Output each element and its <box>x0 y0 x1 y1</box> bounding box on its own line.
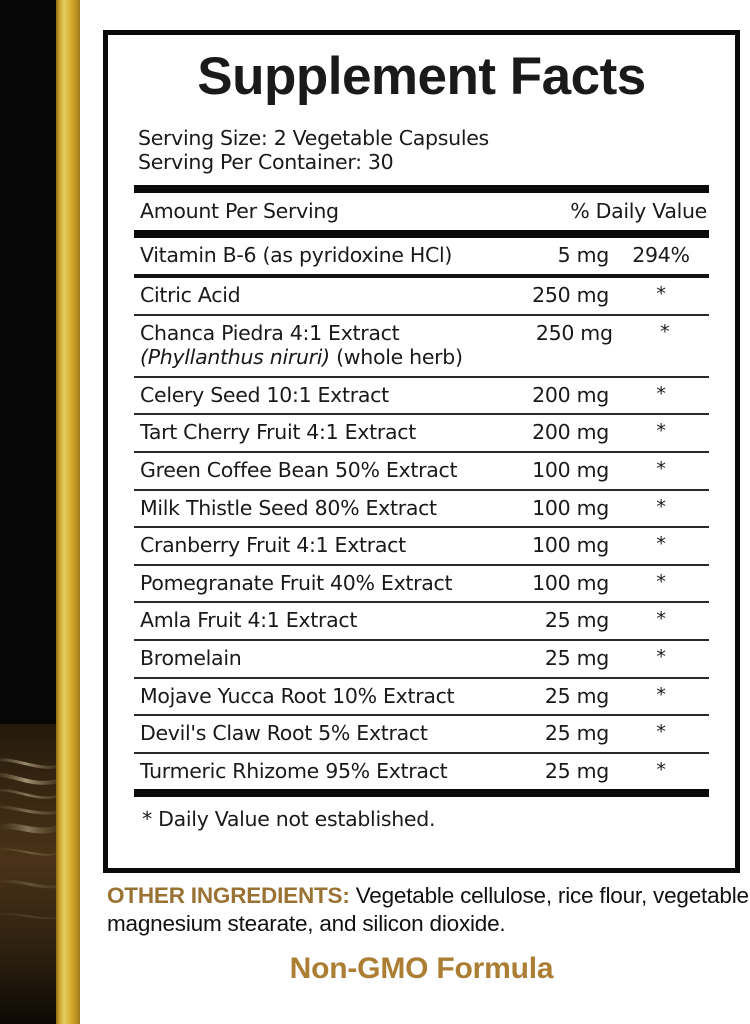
row-name: Bromelain <box>140 645 242 670</box>
table-row: Amla Fruit 4:1 Extract 25 mg * <box>134 603 709 639</box>
row-separator <box>134 488 709 491</box>
row-name: Celery Seed 10:1 Extract <box>140 382 389 407</box>
row-name: Cranberry Fruit 4:1 Extract <box>140 533 406 558</box>
table-row: Devil's Claw Root 5% Extract 25 mg * <box>134 716 709 752</box>
row-daily-value: * <box>656 570 666 593</box>
row-daily-value: * <box>656 382 666 405</box>
row-amount: 25 mg <box>544 608 609 633</box>
left-decorative-edge <box>0 0 80 1024</box>
rule-thick-bottom <box>134 789 709 798</box>
row-amount: 25 mg <box>544 758 609 783</box>
row-amount: 200 mg <box>532 382 609 407</box>
row-amount: 25 mg <box>544 683 609 708</box>
row-daily-value: * <box>656 457 666 480</box>
row-amount: 100 mg <box>532 533 609 558</box>
row-separator <box>134 375 709 378</box>
supplement-facts-panel: Supplement Facts Serving Size: 2 Vegetab… <box>103 30 740 873</box>
row-amount: 25 mg <box>544 645 609 670</box>
table-row: Pomegranate Fruit 40% Extract 100 mg * <box>134 566 709 602</box>
table-row: Vitamin B-6 (as pyridoxine HCl) 5 mg 294… <box>134 238 709 274</box>
row-daily-value: * <box>656 533 666 556</box>
row-daily-value: * <box>656 282 666 305</box>
table-row: Green Coffee Bean 50% Extract 100 mg * <box>134 453 709 489</box>
row-daily-value: * <box>656 420 666 443</box>
scientific-name: (Phyllanthus niruri) <box>140 345 330 370</box>
row-amount: 200 mg <box>532 420 609 445</box>
row-separator <box>134 676 709 679</box>
daily-value-header: % Daily Value <box>570 199 707 224</box>
row-name: Citric Acid <box>140 282 241 307</box>
row-daily-value: * <box>656 495 666 518</box>
rule-thick-top <box>134 185 709 194</box>
serving-info: Serving Size: 2 Vegetable Capsules Servi… <box>138 126 709 174</box>
table-row: Celery Seed 10:1 Extract 200 mg * <box>134 378 709 414</box>
row-name: Amla Fruit 4:1 Extract <box>140 608 358 633</box>
daily-value-footnote: * Daily Value not established. <box>142 807 436 832</box>
row-name: Milk Thistle Seed 80% Extract <box>140 495 437 520</box>
servings-per-container: Serving Per Container: 30 <box>138 150 394 175</box>
gold-accent-stripe <box>56 0 80 1024</box>
row-name-primary: Chanca Piedra 4:1 Extract <box>140 320 400 345</box>
nutrition-table: Amount Per Serving % Daily Value Vitamin… <box>134 185 709 831</box>
rule-thick-below-header <box>134 230 709 239</box>
row-name: Pomegranate Fruit 40% Extract <box>140 570 453 595</box>
plant-part: (whole herb) <box>329 345 463 370</box>
rule-below-vitamin <box>134 273 709 278</box>
row-amount: 25 mg <box>544 721 609 746</box>
table-header-row: Amount Per Serving % Daily Value <box>134 193 709 230</box>
row-daily-value: * <box>656 721 666 744</box>
row-amount: 100 mg <box>532 570 609 595</box>
row-name-secondary: (Phyllanthus niruri) (whole herb) <box>140 345 463 370</box>
row-separator <box>134 450 709 453</box>
amount-per-serving-header: Amount Per Serving <box>140 199 339 224</box>
smoke-texture-graphic <box>0 724 56 1024</box>
table-row: Tart Cherry Fruit 4:1 Extract 200 mg * <box>134 415 709 451</box>
table-row: Mojave Yucca Root 10% Extract 25 mg * <box>134 679 709 715</box>
row-amount: 100 mg <box>532 495 609 520</box>
row-separator <box>134 313 709 316</box>
page-title: Supplement Facts <box>197 47 646 106</box>
row-separator <box>134 638 709 641</box>
row-name: Devil's Claw Root 5% Extract <box>140 721 428 746</box>
row-amount: 100 mg <box>532 457 609 482</box>
row-name: Vitamin B-6 (as pyridoxine HCl) <box>140 243 453 268</box>
row-separator <box>134 601 709 604</box>
row-name: Green Coffee Bean 50% Extract <box>140 457 458 482</box>
row-daily-value: * <box>656 645 666 668</box>
other-ingredients: OTHER INGREDIENTS: Vegetable cellulose, … <box>107 882 750 939</box>
other-ingredients-text: Vegetable cellulose, rice flour, vegetab… <box>107 883 749 937</box>
row-daily-value: 294% <box>632 243 690 268</box>
table-row: Turmeric Rhizome 95% Extract 25 mg * <box>134 754 709 790</box>
other-ingredients-label: OTHER INGREDIENTS: <box>107 883 350 908</box>
table-row: Bromelain 25 mg * <box>134 641 709 677</box>
row-daily-value: * <box>656 683 666 706</box>
black-side-panel <box>0 0 56 1024</box>
row-separator <box>134 751 709 754</box>
table-row: Cranberry Fruit 4:1 Extract 100 mg * <box>134 528 709 564</box>
row-amount: 250 mg <box>535 320 613 345</box>
serving-size: Serving Size: 2 Vegetable Capsules <box>138 126 489 150</box>
table-row: Chanca Piedra 4:1 Extract (Phyllanthus n… <box>134 316 709 376</box>
row-separator <box>134 413 709 416</box>
row-daily-value: * <box>656 758 666 781</box>
row-amount: 250 mg <box>532 282 609 307</box>
row-amount: 5 mg <box>557 243 610 268</box>
row-daily-value: * <box>656 608 666 631</box>
row-name: Chanca Piedra 4:1 Extract (Phyllanthus n… <box>134 316 463 376</box>
row-name: Turmeric Rhizome 95% Extract <box>140 758 448 783</box>
row-separator <box>134 563 709 566</box>
row-separator <box>134 526 709 529</box>
row-name: Mojave Yucca Root 10% Extract <box>140 683 455 708</box>
table-row: Citric Acid 250 mg * <box>134 278 709 314</box>
non-gmo-badge: Non-GMO Formula <box>289 952 554 985</box>
row-separator <box>134 714 709 717</box>
row-name: Tart Cherry Fruit 4:1 Extract <box>140 420 416 445</box>
table-row: Milk Thistle Seed 80% Extract 100 mg * <box>134 491 709 527</box>
row-daily-value: * <box>660 320 670 343</box>
